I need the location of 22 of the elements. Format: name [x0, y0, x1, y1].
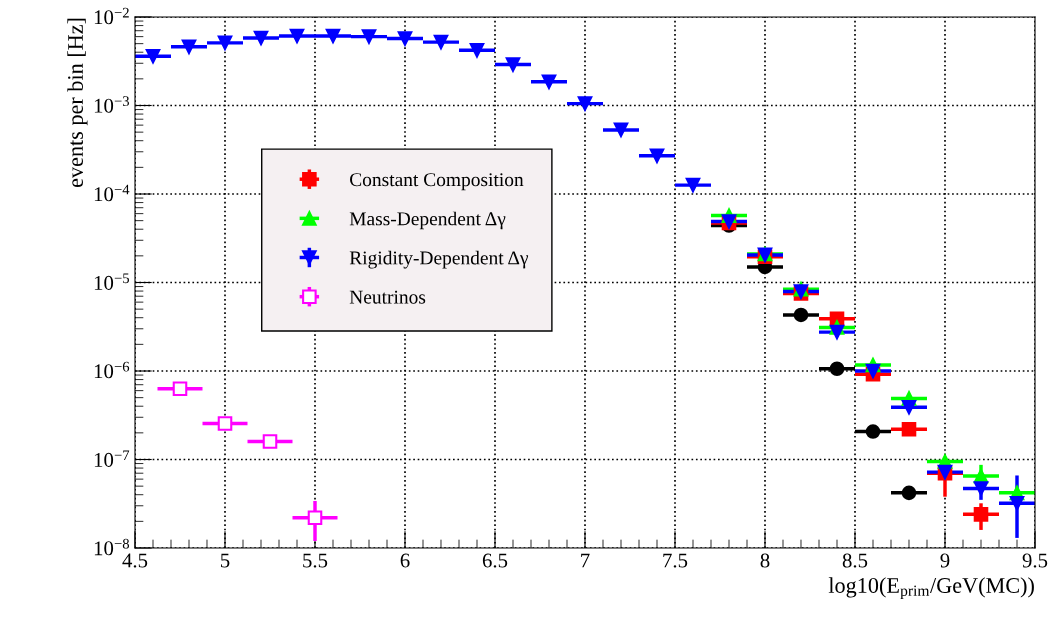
y-tick-label: 10$^{−6}$: [94, 361, 130, 379]
x-tick-label: 8.5: [842, 553, 868, 568]
x-axis-title: log10(E$_{prim}$/GeV(MC)): [828, 577, 1034, 600]
y-tick-label: 10$^{−2}$: [94, 7, 129, 25]
y-tick-label: 10$^{−5}$: [94, 273, 129, 290]
x-tick-label: 7.5: [663, 553, 688, 568]
x-tick-label: 9: [940, 553, 950, 568]
legend-label: Mass-Dependent Δγ: [349, 211, 506, 230]
x-tick-label: 5.5: [303, 553, 328, 568]
x-tick-label: 6.5: [482, 553, 508, 568]
y-tick-label: 10$^{−7}$: [94, 450, 130, 467]
x-tick-label: 6: [400, 553, 410, 568]
legend-label: Rigidity-Dependent Δγ: [349, 250, 529, 269]
x-tick-label: 7: [581, 553, 590, 568]
x-tick-label: 9.5: [1022, 553, 1048, 568]
y-axis-title: events per bin [Hz]: [67, 18, 88, 188]
y-tick-label: 10$^{−3}$: [94, 96, 129, 113]
x-tick-label: 5: [221, 553, 230, 568]
legend-label: Neutrinos: [349, 290, 426, 304]
x-tick-label: 8: [760, 553, 770, 568]
y-tick-label: 10$^{−4}$: [94, 184, 130, 202]
legend-label: Constant Composition: [350, 173, 524, 191]
